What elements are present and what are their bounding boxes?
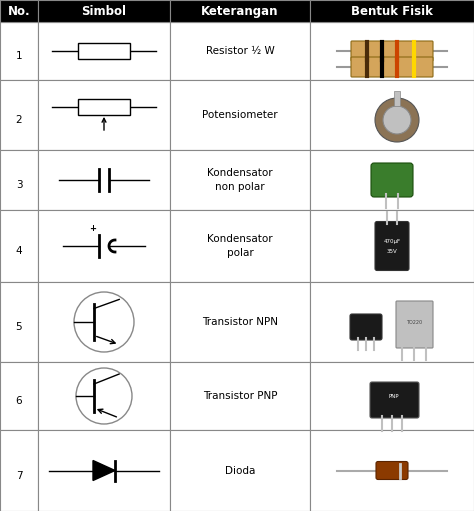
Text: Potensiometer: Potensiometer	[202, 110, 278, 120]
Bar	[78, 43, 130, 59]
Text: PNP: PNP	[389, 393, 399, 399]
Text: Bentuk Fisik: Bentuk Fisik	[351, 5, 433, 17]
FancyBboxPatch shape	[396, 301, 433, 348]
Bar	[170, 362, 310, 430]
Text: Keterangan: Keterangan	[201, 5, 279, 17]
Bar	[0, 430, 38, 511]
Text: No.: No.	[8, 5, 30, 17]
Text: 5: 5	[16, 322, 22, 332]
Text: Kondensator
non polar: Kondensator non polar	[207, 169, 273, 192]
Text: +: +	[90, 224, 97, 233]
FancyBboxPatch shape	[350, 314, 382, 340]
Text: 4: 4	[16, 246, 22, 256]
Bar	[0, 0, 38, 22]
Bar	[38, 22, 170, 80]
Text: 7: 7	[16, 471, 22, 480]
Bar	[170, 0, 310, 22]
Polygon shape	[93, 460, 115, 480]
FancyBboxPatch shape	[370, 382, 419, 418]
FancyBboxPatch shape	[375, 221, 409, 270]
Bar	[170, 80, 310, 150]
Bar	[170, 282, 310, 362]
Text: Transistor PNP: Transistor PNP	[203, 391, 277, 401]
Bar	[170, 210, 310, 282]
Bar	[310, 362, 474, 430]
Text: Dioda: Dioda	[225, 466, 255, 476]
Bar	[310, 22, 474, 80]
Bar	[38, 362, 170, 430]
Bar	[38, 150, 170, 210]
Bar	[38, 210, 170, 282]
Bar	[38, 0, 170, 22]
Circle shape	[383, 106, 411, 134]
Bar	[0, 362, 38, 430]
Bar	[170, 430, 310, 511]
Bar	[0, 80, 38, 150]
Text: TO220: TO220	[406, 319, 422, 324]
Bar	[78, 99, 130, 115]
Bar	[394, 91, 400, 106]
FancyBboxPatch shape	[351, 41, 433, 61]
Text: 470μF: 470μF	[383, 239, 401, 244]
FancyBboxPatch shape	[371, 163, 413, 197]
Bar	[0, 210, 38, 282]
Text: 3: 3	[16, 180, 22, 190]
Text: 6: 6	[16, 396, 22, 406]
Bar	[0, 282, 38, 362]
Text: 1: 1	[16, 51, 22, 61]
Text: Simbol: Simbol	[82, 5, 127, 17]
Circle shape	[375, 98, 419, 142]
Text: Kondensator
polar: Kondensator polar	[207, 235, 273, 258]
Bar	[0, 22, 38, 80]
Text: 35V: 35V	[387, 248, 397, 253]
Bar	[310, 0, 474, 22]
Bar	[310, 150, 474, 210]
FancyBboxPatch shape	[376, 461, 408, 479]
Text: Resistor ½ W: Resistor ½ W	[206, 46, 274, 56]
Text: Transistor NPN: Transistor NPN	[202, 317, 278, 327]
Bar	[38, 282, 170, 362]
FancyBboxPatch shape	[351, 57, 433, 77]
Bar	[310, 282, 474, 362]
Bar	[310, 210, 474, 282]
Bar	[0, 150, 38, 210]
Bar	[170, 150, 310, 210]
Bar	[38, 430, 170, 511]
Bar	[38, 80, 170, 150]
Text: 2: 2	[16, 115, 22, 125]
Bar	[310, 430, 474, 511]
Bar	[310, 80, 474, 150]
Bar	[170, 22, 310, 80]
